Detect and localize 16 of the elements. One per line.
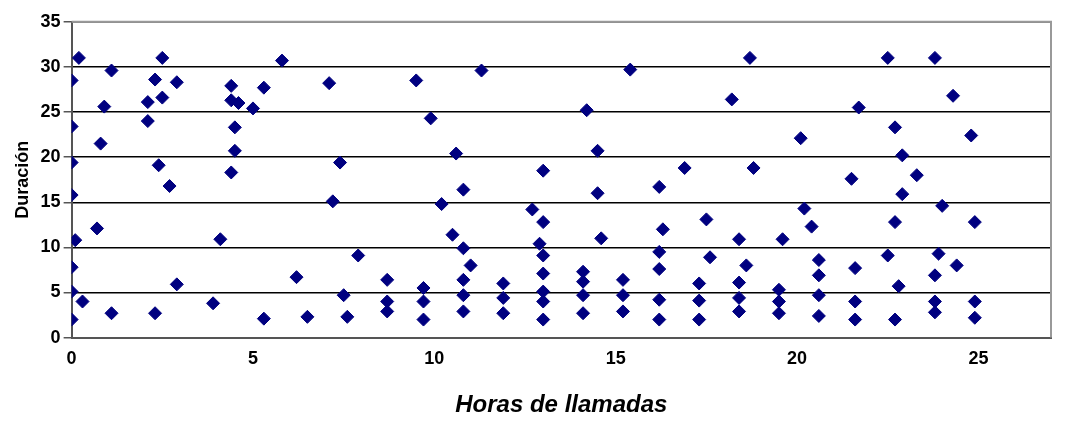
y-tick-label: 10 — [40, 236, 61, 257]
x-axis-title: Horas de llamadas — [455, 390, 668, 418]
y-tick-label: 35 — [40, 10, 61, 31]
x-tick-label: 0 — [66, 348, 77, 369]
y-tick-label: 15 — [40, 191, 61, 212]
y-tick-label: 0 — [50, 326, 61, 347]
y-tick-label: 5 — [50, 281, 61, 302]
x-tick-label: 5 — [247, 348, 258, 369]
y-tick-label: 25 — [40, 101, 61, 121]
y-tick-label: 20 — [40, 146, 61, 167]
x-tick-label: 20 — [787, 348, 808, 369]
y-axis-title: Duración — [11, 140, 32, 219]
x-tick-label: 15 — [605, 348, 626, 369]
x-tick-label: 10 — [424, 348, 445, 369]
y-tick-label: 30 — [40, 55, 61, 76]
x-tick-label: 25 — [968, 348, 989, 369]
